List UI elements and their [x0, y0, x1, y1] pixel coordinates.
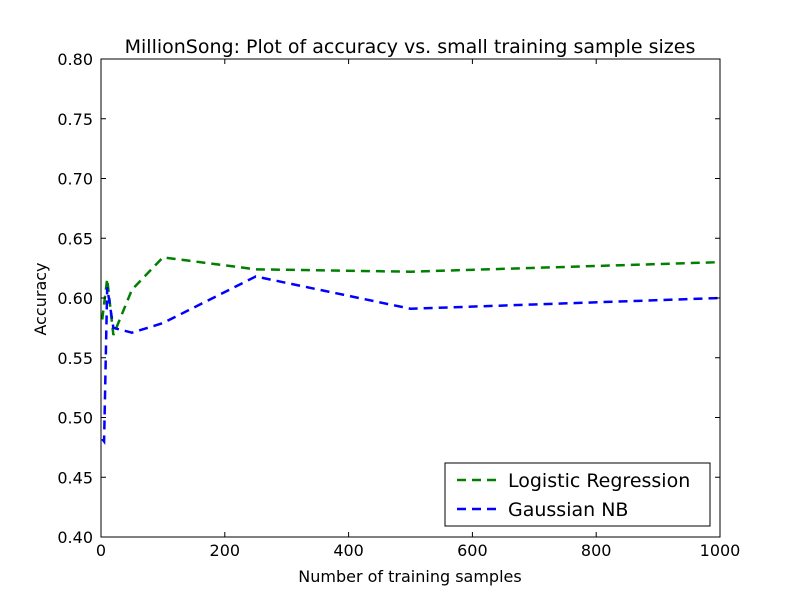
- legend-box: [444, 462, 711, 527]
- y-tick-label: 0.60: [57, 289, 93, 308]
- axes: 0 200 400 600 800 1000 0.40 0.45 0.50 0.55 0.60 0.6…: [57, 50, 740, 560]
- x-tick-label: 600: [457, 541, 488, 560]
- y-tick-label: 0.80: [57, 50, 93, 69]
- x-tick-label: 1000: [700, 541, 741, 560]
- legend: Logistic Regression Gaussian NB: [444, 462, 711, 527]
- x-tick-label: 0: [96, 541, 106, 560]
- chart-title: MillionSong: Plot of accuracy vs. small …: [125, 36, 696, 58]
- series-line-gaussian-nb: [101, 275, 720, 445]
- y-tick-label: 0.75: [57, 110, 93, 129]
- plot-area: [101, 256, 720, 445]
- y-tick-label: 0.55: [57, 349, 93, 368]
- y-tick-label: 0.40: [57, 528, 93, 547]
- legend-label-gaussian-nb: Gaussian NB: [508, 499, 628, 521]
- y-tick-label: 0.50: [57, 409, 93, 428]
- y-axis-label: Accuracy: [31, 262, 50, 335]
- x-tick-label: 400: [333, 541, 364, 560]
- x-tick-label: 800: [581, 541, 612, 560]
- x-tick-label: 200: [210, 541, 241, 560]
- y-tick-label: 0.45: [57, 468, 93, 487]
- y-tick-label: 0.70: [57, 170, 93, 189]
- series-line-logistic-regression: [101, 256, 720, 336]
- x-axis-label: Number of training samples: [298, 567, 521, 586]
- legend-label-logistic-regression: Logistic Regression: [508, 470, 690, 492]
- y-tick-label: 0.65: [57, 229, 93, 248]
